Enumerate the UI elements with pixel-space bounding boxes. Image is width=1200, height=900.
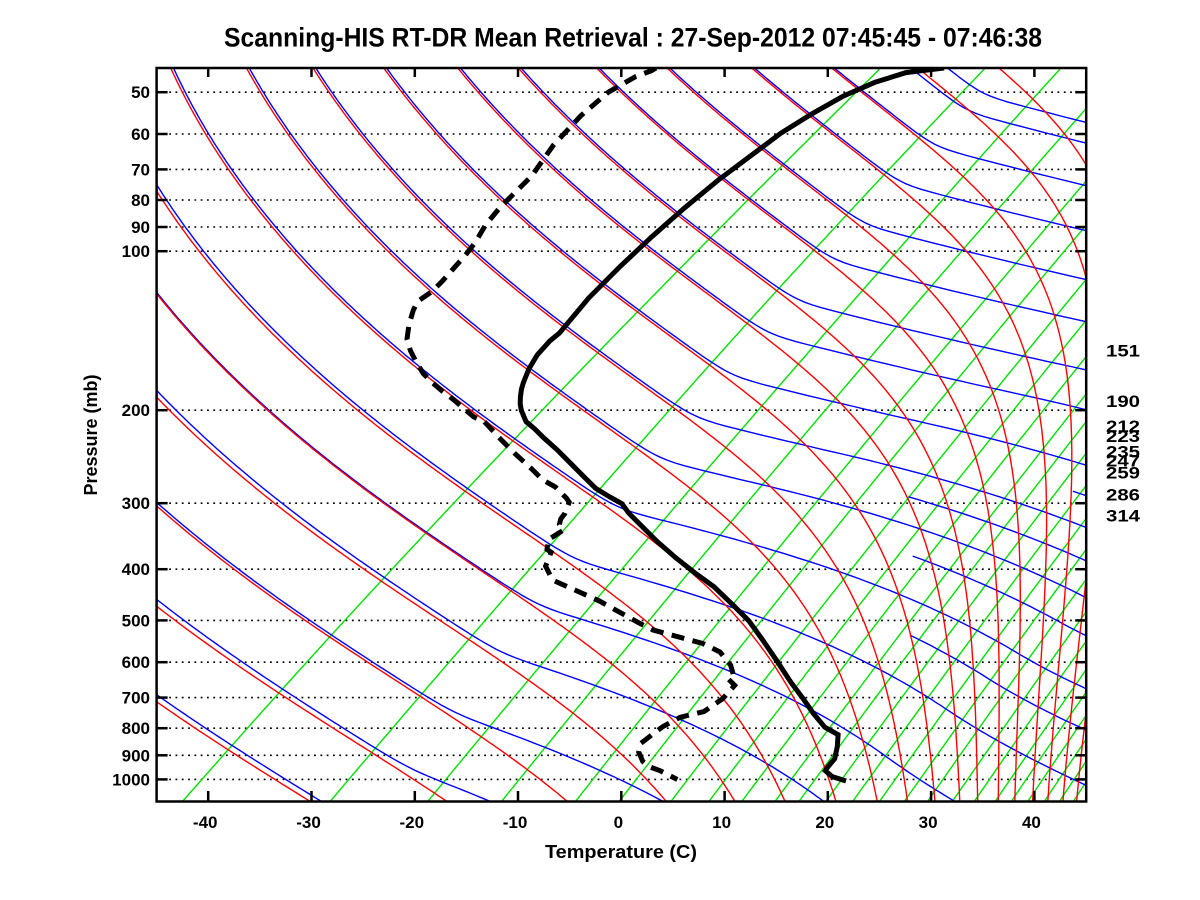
svg-text:190: 190 bbox=[1106, 392, 1140, 411]
svg-text:60: 60 bbox=[131, 125, 150, 144]
svg-text:900: 900 bbox=[122, 746, 150, 765]
svg-text:Temperature (C): Temperature (C) bbox=[545, 842, 697, 862]
svg-text:200: 200 bbox=[122, 401, 150, 420]
svg-text:0: 0 bbox=[614, 813, 623, 832]
svg-text:800: 800 bbox=[122, 719, 150, 738]
svg-text:600: 600 bbox=[122, 653, 150, 672]
svg-text:10: 10 bbox=[712, 813, 731, 832]
svg-text:-10: -10 bbox=[503, 813, 528, 832]
svg-text:400: 400 bbox=[122, 560, 150, 579]
svg-text:80: 80 bbox=[131, 191, 150, 210]
svg-text:Scanning-HIS RT-DR Mean Retrie: Scanning-HIS RT-DR Mean Retrieval : 27-S… bbox=[224, 23, 1042, 53]
svg-text:-40: -40 bbox=[193, 813, 218, 832]
svg-text:30: 30 bbox=[919, 813, 938, 832]
svg-text:1000: 1000 bbox=[112, 770, 150, 789]
svg-text:90: 90 bbox=[131, 218, 150, 237]
svg-text:Pressure (mb): Pressure (mb) bbox=[81, 374, 101, 495]
svg-text:100: 100 bbox=[122, 242, 150, 261]
svg-text:20: 20 bbox=[815, 813, 834, 832]
svg-text:40: 40 bbox=[1022, 813, 1041, 832]
svg-text:286: 286 bbox=[1106, 485, 1140, 504]
svg-text:314: 314 bbox=[1106, 506, 1141, 525]
svg-text:70: 70 bbox=[131, 160, 150, 179]
svg-text:235: 235 bbox=[1106, 442, 1140, 461]
svg-text:151: 151 bbox=[1106, 342, 1140, 361]
svg-text:247: 247 bbox=[1106, 452, 1140, 471]
svg-text:212: 212 bbox=[1106, 417, 1140, 436]
svg-text:259: 259 bbox=[1106, 463, 1140, 482]
svg-text:-30: -30 bbox=[296, 813, 321, 832]
svg-text:500: 500 bbox=[122, 611, 150, 630]
svg-text:-20: -20 bbox=[400, 813, 425, 832]
svg-text:50: 50 bbox=[131, 83, 150, 102]
svg-text:700: 700 bbox=[122, 689, 150, 708]
svg-text:223: 223 bbox=[1106, 427, 1140, 446]
svg-text:300: 300 bbox=[122, 494, 150, 513]
